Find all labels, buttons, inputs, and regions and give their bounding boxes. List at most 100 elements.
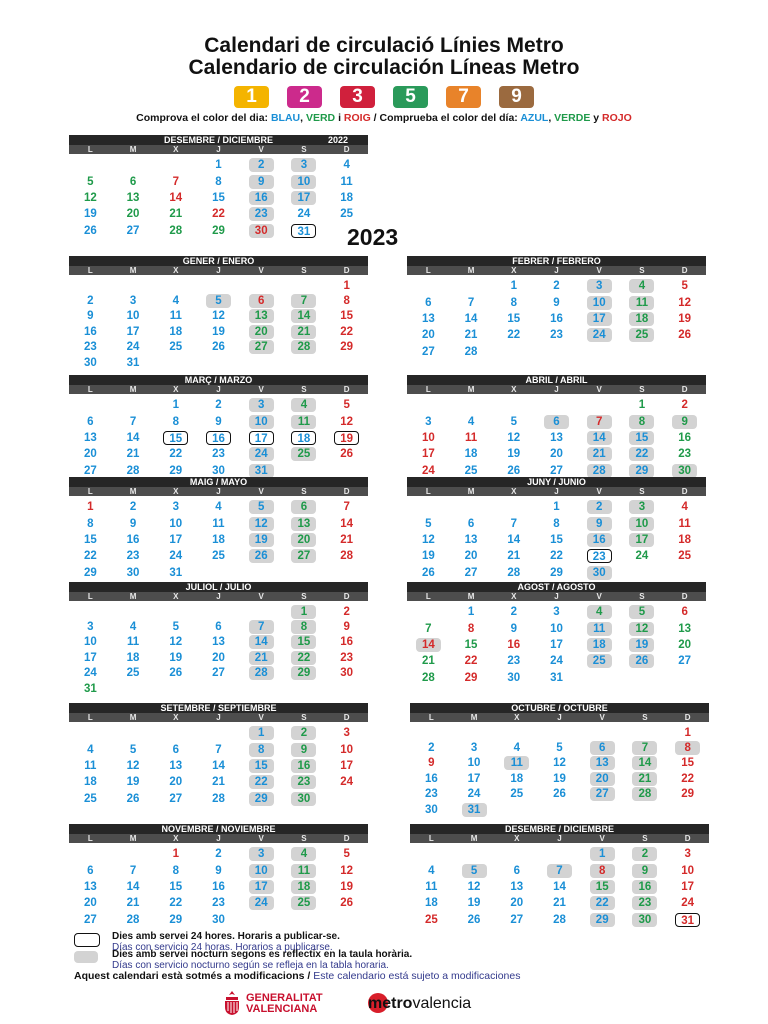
day-number: 29: [464, 671, 478, 684]
day-cell: 6: [581, 740, 624, 756]
day-cell: 14: [240, 635, 283, 650]
empty-cell: [538, 846, 581, 862]
day-number: 11: [126, 636, 140, 649]
day-cell: 28: [407, 670, 450, 686]
day-cell: 19: [240, 532, 283, 548]
day-cell: 23: [283, 774, 326, 790]
day-number: 29: [169, 913, 183, 926]
day-cell: 7: [325, 499, 368, 515]
day-number: 2: [553, 280, 560, 293]
day-cell: 10: [666, 862, 709, 878]
day-number: 21: [421, 655, 435, 668]
weekday-label: L: [425, 592, 431, 601]
day-number: 5: [87, 175, 94, 188]
day-cell: 31: [283, 223, 326, 239]
day-number: 26: [169, 667, 183, 680]
month-calendar: MARÇ / MARZO L M X J V S D 1 2 3 4 5 6 7 8 9 10 11 12 13 14 15…: [69, 375, 368, 479]
day-number: 5: [205, 294, 231, 309]
day-cell: 22: [450, 653, 493, 669]
day-number: 9: [129, 517, 137, 530]
month-header: NOVEMBRE / NOVIEMBRE: [69, 824, 368, 834]
day-number: 27: [291, 549, 317, 564]
day-cell: 13: [450, 532, 493, 548]
day-number: 16: [550, 312, 563, 325]
weekday-label: S: [639, 487, 645, 496]
day-number: 23: [248, 207, 274, 222]
outlined-day-swatch: [74, 933, 100, 947]
weekday-label: X: [173, 713, 179, 722]
day-number: 3: [291, 158, 317, 173]
day-cell: 16: [197, 879, 240, 895]
day-number: 10: [467, 757, 481, 770]
day-cell: 14: [578, 430, 621, 446]
day-cell: 2: [663, 397, 706, 413]
day-number: 20: [169, 776, 183, 789]
month-name: AGOST / AGOSTO: [517, 582, 596, 592]
weekday-label: L: [87, 713, 93, 722]
day-cell: 25: [410, 912, 453, 928]
day-cell: 12: [538, 756, 581, 771]
day-cell: 29: [535, 565, 578, 581]
day-number: 28: [169, 224, 183, 237]
day-cell: 13: [240, 309, 283, 324]
day-number: 12: [678, 296, 692, 309]
day-cell: 11: [69, 758, 112, 774]
day-cell: 15: [535, 532, 578, 548]
line-badge: 5: [393, 86, 428, 108]
day-number: 7: [586, 414, 612, 429]
empty-cell: [112, 725, 155, 741]
day-number: 24: [169, 550, 183, 563]
day-number: 17: [248, 879, 274, 894]
day-cell: 19: [621, 637, 664, 653]
day-cell: 11: [154, 309, 197, 324]
day-number: 9: [553, 296, 560, 309]
day-cell: 20: [240, 324, 283, 339]
day-cell: 30: [197, 463, 240, 479]
day-number: 1: [510, 280, 517, 293]
day-number: 16: [205, 430, 231, 445]
day-number: 17: [421, 448, 435, 461]
day-number: 19: [83, 208, 97, 221]
day-number: 19: [126, 776, 140, 789]
day-number: 22: [83, 550, 97, 563]
day-cell: 26: [197, 340, 240, 355]
day-number: 7: [248, 620, 274, 635]
day-cell: 26: [407, 565, 450, 581]
day-number: 7: [172, 175, 179, 188]
weekday-label: J: [216, 385, 221, 394]
day-cell: 26: [621, 653, 664, 669]
day-number: 2: [87, 295, 94, 308]
day-number: 6: [129, 175, 137, 188]
day-grid: 1 2 3 4 5 6 7 8 9 10 11 12 13 14 15 16 17 18 19 20 21 22 23 24 2…: [407, 278, 706, 360]
day-number: 11: [464, 431, 478, 444]
day-cell: 29: [154, 912, 197, 928]
day-cell: 24: [112, 340, 155, 355]
day-number: 9: [343, 621, 350, 634]
weekday-label: D: [343, 487, 350, 496]
day-number: 19: [467, 897, 481, 910]
day-cell: 23: [410, 787, 453, 802]
day-cell: 22: [154, 895, 197, 911]
day-cell: 22: [197, 206, 240, 222]
day-number: 14: [415, 637, 441, 652]
day-number: 27: [169, 792, 183, 805]
day-number: 26: [340, 448, 354, 461]
day-cell: 19: [325, 879, 368, 895]
empty-cell: [240, 604, 283, 619]
day-number: 26: [421, 566, 435, 579]
day-number: 1: [467, 606, 475, 619]
month-header: FEBRER / FEBRERO: [407, 256, 706, 266]
day-cell: 7: [578, 413, 621, 429]
day-cell: 28: [450, 344, 493, 360]
day-number: 13: [421, 312, 435, 325]
line-badge: 9: [499, 86, 534, 108]
day-cell: 16: [197, 430, 240, 446]
day-number: 3: [425, 415, 432, 428]
day-number: 4: [87, 743, 94, 756]
day-number: 23: [586, 549, 612, 564]
day-number: 18: [291, 879, 317, 894]
day-cell: 30: [663, 463, 706, 479]
day-number: 1: [638, 399, 646, 412]
day-cell: 11: [663, 515, 706, 531]
